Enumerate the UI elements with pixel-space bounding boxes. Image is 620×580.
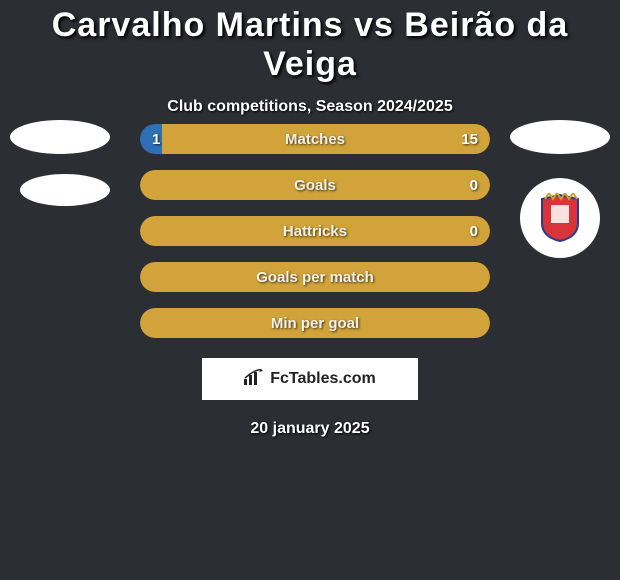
bar-gpm: Goals per match	[140, 262, 490, 292]
comparison-card: Carvalho Martins vs Beirão da Veiga Club…	[0, 0, 620, 580]
stat-bars: 1 15 Matches 0 Goals 0 Hattricks Goals p…	[140, 124, 490, 354]
brand-text: FcTables.com	[270, 370, 376, 388]
bar-mpg-label: Min per goal	[140, 308, 490, 338]
bar-hattricks: 0 Hattricks	[140, 216, 490, 246]
bar-goals: 0 Goals	[140, 170, 490, 200]
bar-mpg: Min per goal	[140, 308, 490, 338]
brand-chart-icon	[244, 369, 264, 390]
bar-goals-label: Goals	[140, 170, 490, 200]
date-text: 20 january 2025	[0, 420, 620, 438]
subtitle: Club competitions, Season 2024/2025	[0, 98, 620, 116]
bar-hattricks-label: Hattricks	[140, 216, 490, 246]
brand-badge: FcTables.com	[202, 358, 418, 400]
player1-club-placeholder	[20, 174, 110, 206]
club-crest-icon	[539, 193, 581, 243]
player2-club-crest	[520, 178, 600, 258]
player2-avatar	[510, 120, 610, 154]
bar-matches-label: Matches	[140, 124, 490, 154]
bar-gpm-label: Goals per match	[140, 262, 490, 292]
bar-matches: 1 15 Matches	[140, 124, 490, 154]
page-title: Carvalho Martins vs Beirão da Veiga	[0, 0, 620, 84]
player1-avatar	[10, 120, 110, 154]
